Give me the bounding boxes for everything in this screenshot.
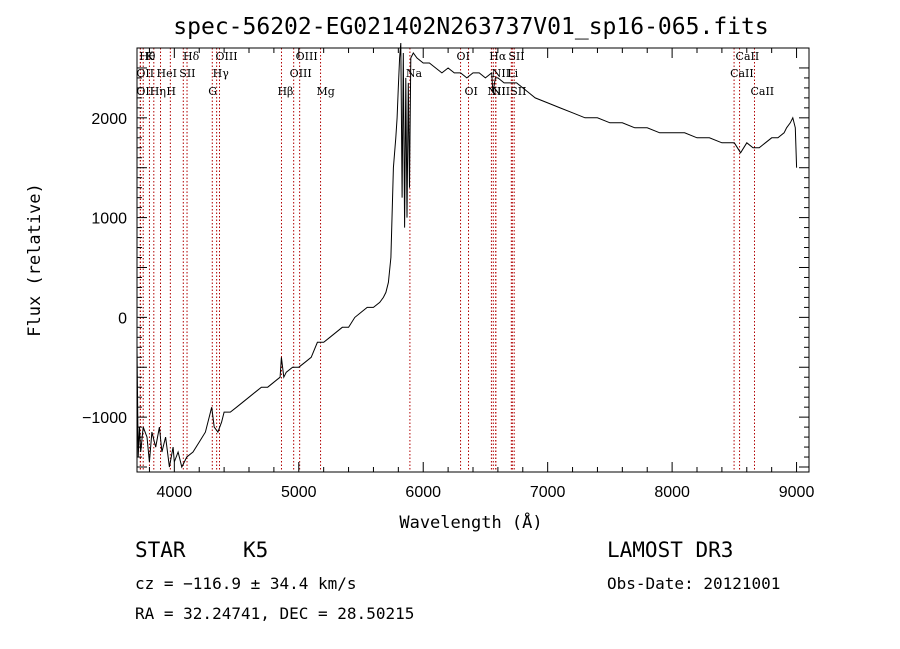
y-tick-label-1: 0 (118, 310, 127, 327)
line-marker-label-21: G (208, 85, 217, 98)
chart-title: spec-56202-EG021402N263737V01_sp16-065.f… (173, 14, 768, 40)
x-tick-label-1: 5000 (281, 484, 317, 501)
line-marker-label-5: OI (457, 50, 470, 63)
line-marker-label-8: CaII (736, 50, 760, 63)
line-marker-label-22: Hβ (277, 85, 293, 98)
y-tick-label-3: 2000 (91, 111, 127, 128)
line-marker-label-4: OIII (296, 50, 318, 63)
y-tick-label-2: 1000 (91, 211, 127, 228)
x-axis-ticks: 4000 5000 6000 7000 8000 9000 (148, 48, 815, 501)
line-marker-label-28: CaII (750, 85, 774, 98)
plot-frame (136, 47, 810, 473)
x-tick-label-4: 8000 (654, 484, 690, 501)
object-subclass: K5 (243, 538, 269, 562)
x-tick-label-5: 9000 (779, 484, 815, 501)
line-marker-label-7: SII (508, 50, 524, 63)
object-class: STAR (135, 538, 186, 562)
line-marker-label-13: OIII (290, 67, 312, 80)
y-axis-label: Flux (relative) (25, 183, 45, 337)
line-marker-label-11: SII (179, 67, 195, 80)
line-marker-label-19: Hη (150, 85, 166, 98)
survey-label: LAMOST DR3 (607, 538, 734, 562)
line-marker-label-10: HeI (157, 67, 177, 80)
velocity-readout: cz = −116.9 ± 34.4 km/s (135, 574, 357, 593)
x-axis-label: Wavelength (Å) (399, 511, 542, 533)
y-axis-ticks: −1000 0 1000 2000 (82, 67, 809, 468)
line-marker-label-26: NII (492, 85, 510, 98)
line-marker-label-6: Hα (489, 50, 507, 63)
line-markers (139, 48, 755, 472)
x-tick-label-0: 4000 (157, 484, 193, 501)
line-marker-label-0: Hθ (139, 50, 156, 63)
line-marker-label-27: SII (510, 85, 526, 98)
line-marker-label-17: CaII (730, 67, 754, 80)
line-marker-label-24: OI (465, 85, 478, 98)
line-marker-label-14: Na (406, 67, 423, 80)
x-tick-label-3: 7000 (530, 484, 566, 501)
x-tick-label-2: 6000 (405, 484, 441, 501)
line-marker-label-16: Li (507, 67, 518, 80)
line-marker-label-1: K (145, 50, 154, 63)
line-marker-label-15: NII (492, 67, 510, 80)
line-marker-label-9: OII (136, 67, 154, 80)
line-marker-label-20: H (166, 85, 176, 98)
coordinates-readout: RA = 32.24741, DEC = 28.50215 (135, 604, 415, 623)
line-marker-label-3: OIII (216, 50, 238, 63)
spectrum-series-line (136, 42, 798, 469)
line-marker-label-12: Hγ (213, 67, 230, 80)
line-marker-label-25: NII (487, 85, 505, 98)
y-tick-label-0: −1000 (82, 410, 127, 427)
line-marker-label-23: Mg (317, 85, 335, 98)
line-marker-label-2: Hδ (183, 50, 200, 63)
obs-date: Obs-Date: 20121001 (607, 574, 781, 593)
